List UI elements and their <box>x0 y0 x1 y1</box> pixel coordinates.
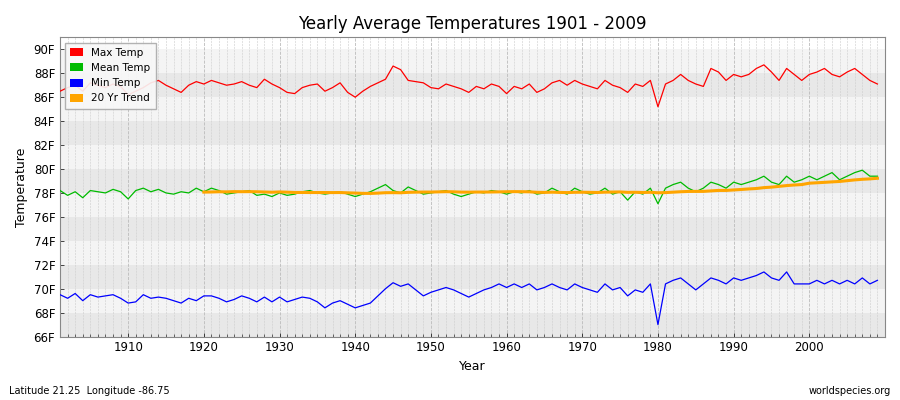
Bar <box>60 265 885 289</box>
Text: worldspecies.org: worldspecies.org <box>809 386 891 396</box>
Bar <box>60 145 885 169</box>
Bar <box>60 217 885 241</box>
Text: Latitude 21.25  Longitude -86.75: Latitude 21.25 Longitude -86.75 <box>9 386 169 396</box>
Bar <box>60 121 885 145</box>
Title: Yearly Average Temperatures 1901 - 2009: Yearly Average Temperatures 1901 - 2009 <box>298 15 647 33</box>
Bar <box>60 169 885 193</box>
Legend: Max Temp, Mean Temp, Min Temp, 20 Yr Trend: Max Temp, Mean Temp, Min Temp, 20 Yr Tre… <box>66 42 156 108</box>
Bar <box>60 193 885 217</box>
Bar <box>60 97 885 121</box>
Y-axis label: Temperature: Temperature <box>15 147 28 227</box>
Bar <box>60 73 885 97</box>
Bar <box>60 289 885 313</box>
Bar <box>60 313 885 336</box>
Bar <box>60 241 885 265</box>
X-axis label: Year: Year <box>459 360 486 373</box>
Bar <box>60 49 885 73</box>
